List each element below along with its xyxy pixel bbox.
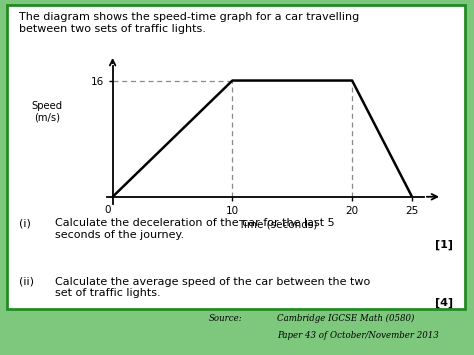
Text: [1]: [1]: [435, 240, 453, 250]
Text: Speed
(m/s): Speed (m/s): [32, 101, 63, 122]
Text: Cambridge IGCSE Math (0580): Cambridge IGCSE Math (0580): [277, 314, 415, 323]
FancyBboxPatch shape: [7, 5, 465, 309]
Text: The diagram shows the speed-time graph for a car travelling
between two sets of : The diagram shows the speed-time graph f…: [19, 12, 359, 34]
Text: (i): (i): [19, 218, 31, 228]
Text: [4]: [4]: [435, 298, 453, 308]
Text: Calculate the average speed of the car between the two
set of traffic lights.: Calculate the average speed of the car b…: [55, 277, 370, 299]
Text: Paper 43 of October/November 2013: Paper 43 of October/November 2013: [277, 331, 439, 340]
Text: 0: 0: [105, 206, 111, 215]
X-axis label: Time (seconds): Time (seconds): [237, 220, 317, 230]
Text: (ii): (ii): [19, 277, 34, 287]
Text: Source:: Source:: [209, 314, 242, 323]
Text: Calculate the deceleration of the car for the last 5
seconds of the journey.: Calculate the deceleration of the car fo…: [55, 218, 334, 240]
